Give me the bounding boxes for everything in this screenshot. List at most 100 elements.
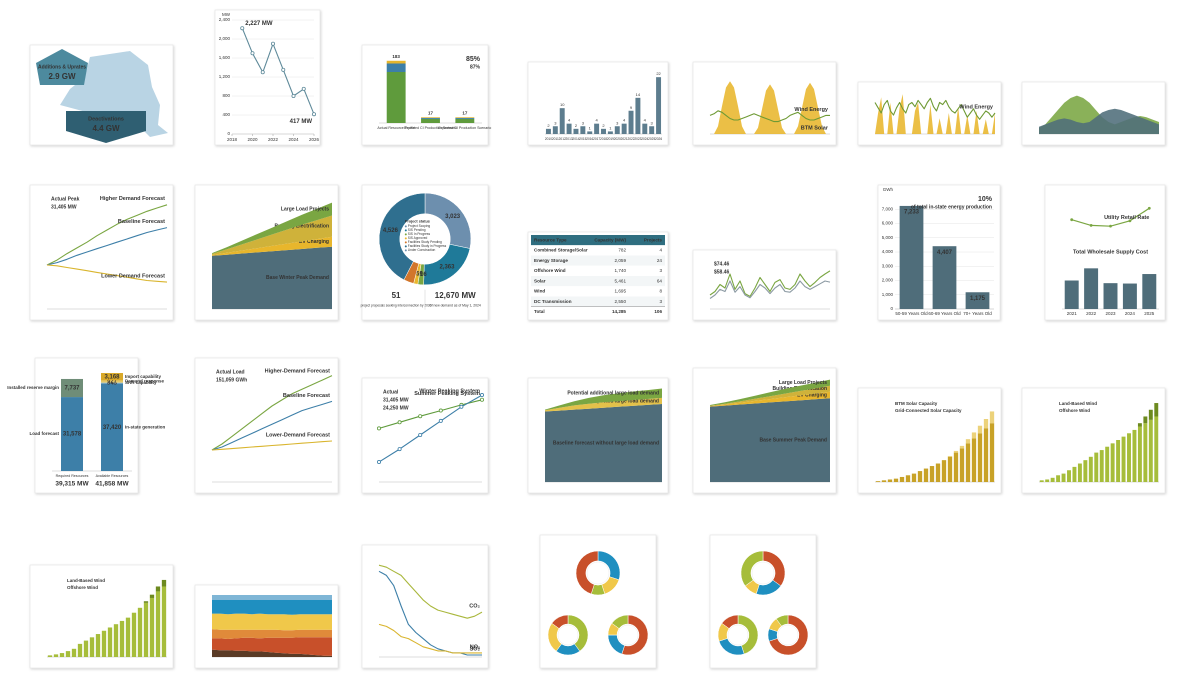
table-cell: Combined Storage/Solar (534, 248, 588, 253)
bar-segment (953, 452, 959, 482)
series-label: Lower Demand Forecast (101, 274, 165, 280)
legend-swatch (404, 237, 407, 240)
bar-segment (983, 428, 989, 482)
table-cell: Total (534, 309, 545, 314)
bar-segment (65, 651, 71, 657)
y-tick-label: 3,000 (882, 263, 894, 268)
line (46, 204, 168, 266)
area (710, 81, 830, 134)
value-label: 1 (609, 125, 612, 130)
bar-segment (101, 373, 123, 381)
bar-segment (1154, 403, 1159, 417)
bar-segment (386, 60, 406, 64)
bar-segment (95, 634, 101, 657)
y-tick-label: 400 (222, 112, 230, 117)
y-tick-label: 2,000 (219, 36, 231, 41)
bar-segment (941, 460, 947, 482)
thumbnail-card (857, 387, 1002, 494)
bar (965, 292, 990, 309)
annotation: 24,250 MW (383, 405, 409, 411)
bar-segment (935, 463, 941, 482)
bar-segment (1110, 443, 1115, 482)
x-tick-label: Available Resources (96, 474, 129, 478)
table-cell: 14,285 (612, 309, 626, 314)
bar-segment (386, 72, 406, 123)
bar (628, 110, 634, 134)
x-tick-label: 50-59 Years Old (895, 311, 928, 316)
bar-segment (989, 423, 995, 482)
bar-segment (899, 476, 905, 482)
y-tick-label: 1,200 (219, 74, 231, 79)
series-label: EV Charging (797, 392, 827, 398)
thumbnail-card (361, 44, 489, 146)
area (875, 94, 995, 134)
value-label: 3,023 (445, 214, 461, 220)
x-tick-label: Expected CI Production Scenario (404, 126, 457, 130)
bar-segment (1099, 450, 1104, 482)
bar (899, 205, 924, 309)
point (291, 94, 296, 99)
series-label: Land-Based Wind (1059, 401, 1097, 406)
annotation: $74.46 (714, 261, 730, 267)
table-cell: 8 (659, 289, 662, 294)
series-label: Wind Energy (959, 104, 994, 110)
legend-swatch (404, 249, 407, 252)
series-label: Expected large load demand (591, 398, 659, 404)
legend-swatch (404, 233, 407, 236)
series-label: Baseline forecast without large load dem… (553, 440, 659, 446)
bar-segment (59, 653, 65, 657)
series-label: SRR capability (125, 380, 157, 385)
bar-segment (421, 118, 440, 123)
series-label: Higher Demand Forecast (100, 196, 165, 202)
table-cell: 106 (654, 309, 662, 314)
bar-segment (161, 586, 167, 657)
stacked-area (212, 629, 332, 639)
x-tick-label: 70+ Years Old (963, 311, 992, 316)
annotation: 10% (978, 196, 993, 203)
bar-segment (905, 475, 911, 482)
bar-segment (1137, 423, 1142, 427)
total-label: 41,858 MW (95, 481, 129, 488)
point (301, 86, 306, 91)
y-unit: GWh (883, 187, 894, 192)
bar-segment (971, 432, 977, 439)
line (46, 227, 168, 266)
bar-segment (101, 630, 107, 657)
value-label: 1 (589, 125, 592, 130)
x-tick-label: Expected CI Production Scenario (438, 126, 491, 130)
point (270, 41, 275, 46)
line (378, 394, 483, 463)
series-label: Installed reserve margin (7, 385, 59, 390)
donut-segment (768, 614, 809, 656)
bar-segment (83, 640, 89, 657)
point (240, 26, 245, 31)
y-tick-label: 2,000 (882, 278, 894, 283)
series-label: Demand response (125, 379, 165, 384)
donut-segment (621, 614, 649, 656)
bar-segment (1143, 416, 1148, 424)
series-label: In-state generation (125, 424, 166, 429)
legend-item: Facilities Study Pending (408, 240, 442, 244)
bar-segment (947, 455, 953, 457)
x-tick-label: Actual Resource Profile (377, 126, 415, 130)
bar-segment (953, 450, 959, 453)
stacked-area (212, 637, 332, 656)
bar-segment (149, 594, 155, 598)
stacked-area (545, 397, 662, 412)
bar-segment (1077, 463, 1082, 482)
x-tick-label: 2019 (607, 137, 614, 141)
table-row (531, 276, 665, 287)
total-label: 17 (462, 110, 468, 115)
stat-value: 51 (392, 291, 401, 300)
bar-segment (983, 419, 989, 429)
bar (1103, 283, 1118, 309)
bar (635, 97, 641, 134)
table-row (531, 296, 665, 307)
table-cell: 782 (618, 248, 626, 253)
series-label: Land-Based Wind (67, 578, 105, 583)
series-label: Winter Peaking System (419, 388, 480, 394)
bar (621, 123, 627, 134)
bar-segment (923, 468, 929, 482)
x-tick-label: 2013 (566, 137, 573, 141)
map-value: 4.4 GW (92, 124, 120, 133)
